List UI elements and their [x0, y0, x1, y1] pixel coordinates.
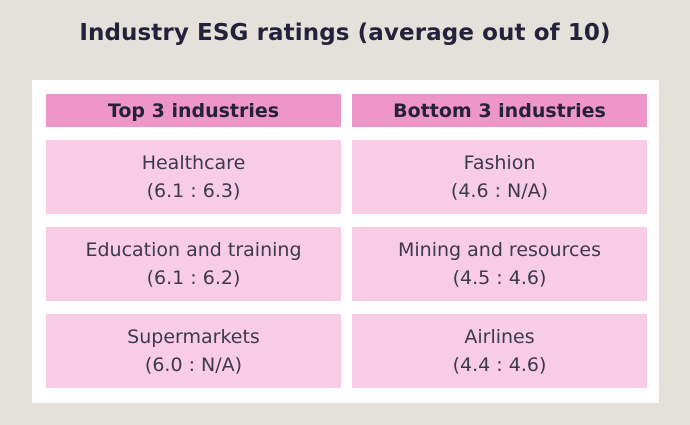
- table-cell: Education and training (6.1 : 6.2): [46, 227, 341, 301]
- industry-rating: (6.1 : 6.2): [146, 267, 241, 289]
- industry-rating: (4.6 : N/A): [450, 180, 549, 202]
- industry-name: Airlines: [464, 326, 535, 348]
- industry-rating: (4.5 : 4.6): [452, 267, 547, 289]
- industry-rating: (4.4 : 4.6): [452, 354, 547, 376]
- table-cell: Supermarkets (6.0 : N/A): [46, 314, 341, 388]
- industry-name: Fashion: [463, 152, 536, 174]
- table-cell: Mining and resources (4.5 : 4.6): [352, 227, 647, 301]
- industry-rating: (6.1 : 6.3): [146, 180, 241, 202]
- table-cell: Healthcare (6.1 : 6.3): [46, 140, 341, 214]
- ratings-table: Top 3 industries Healthcare (6.1 : 6.3) …: [32, 80, 659, 403]
- chart-title: Industry ESG ratings (average out of 10): [79, 20, 611, 46]
- table-cell: Airlines (4.4 : 4.6): [352, 314, 647, 388]
- industry-name: Education and training: [85, 239, 302, 261]
- industry-name: Supermarkets: [127, 326, 260, 348]
- industry-name: Healthcare: [141, 152, 246, 174]
- table-cell: Fashion (4.6 : N/A): [352, 140, 647, 214]
- top-industries-column: Top 3 industries Healthcare (6.1 : 6.3) …: [46, 94, 341, 388]
- column-header-top: Top 3 industries: [46, 94, 341, 127]
- industry-name: Mining and resources: [398, 239, 601, 261]
- industry-rating: (6.0 : N/A): [144, 354, 243, 376]
- bottom-industries-column: Bottom 3 industries Fashion (4.6 : N/A) …: [352, 94, 647, 388]
- column-header-bottom: Bottom 3 industries: [352, 94, 647, 127]
